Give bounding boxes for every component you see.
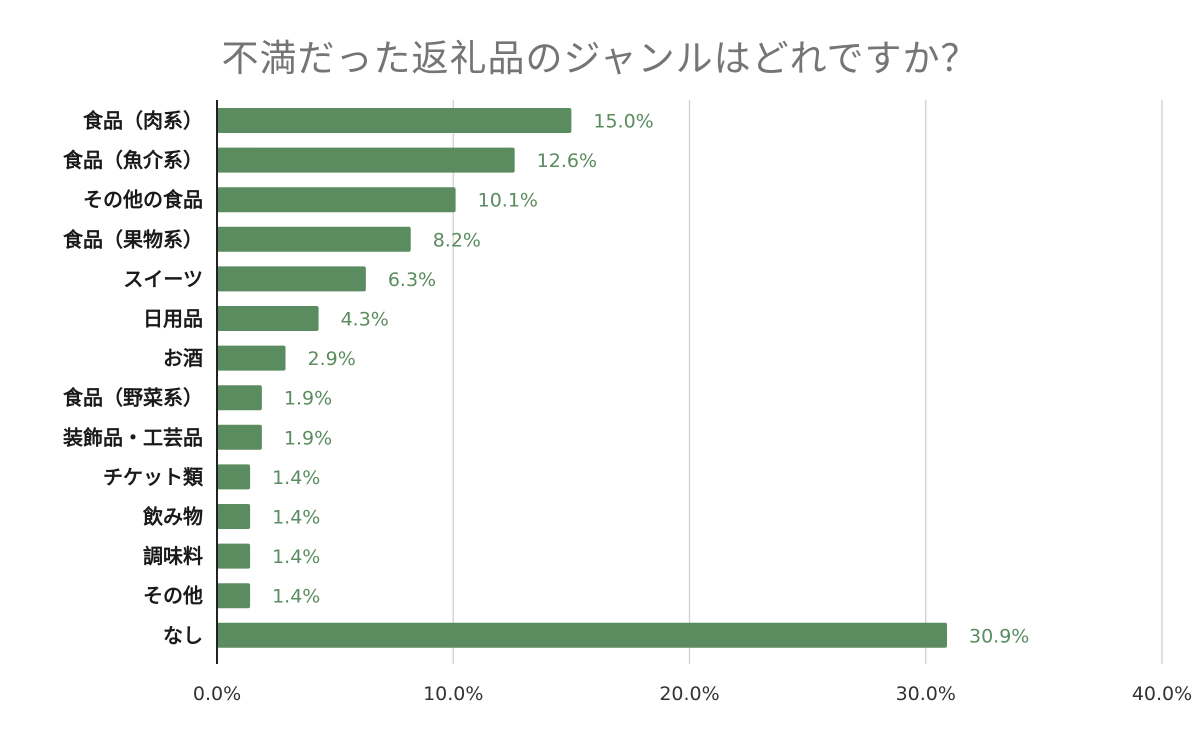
chart-title: 不満だった返礼品のジャンルはどれですか？ [221,37,979,80]
bar [217,583,251,609]
value-label: 1.4% [272,586,320,608]
bar [217,385,262,411]
bar [217,266,366,292]
category-label: スイーツ [123,267,203,291]
gridlines [452,100,1163,664]
bar [217,345,286,371]
value-label: 1.4% [272,546,320,568]
bar [217,226,411,252]
category-label: その他の食品 [83,188,203,212]
bar [217,464,251,490]
value-label: 15.0% [593,111,653,133]
bars [217,108,948,648]
value-label: 8.2% [433,229,481,251]
value-label: 1.9% [284,388,332,410]
value-label: 10.1% [478,190,538,212]
category-label: 食品（魚介系） [63,148,203,172]
x-tick-label: 10.0% [423,683,483,705]
category-label: お酒 [163,346,203,370]
value-label: 30.9% [969,625,1029,647]
category-label: 日用品 [143,307,203,331]
bar [217,187,456,213]
value-label: 2.9% [308,348,356,370]
value-label: 1.9% [284,427,332,449]
category-label: 装飾品・工芸品 [62,425,203,449]
x-tick-labels: 0.0% 10.0% 20.0% 30.0% 40.0% [193,683,1192,705]
x-tick-label: 40.0% [1132,683,1192,705]
value-label: 6.3% [388,269,436,291]
bar [217,622,948,648]
category-label: 飲み物 [142,505,203,529]
value-labels: 15.0% 12.6% 10.1% 8.2% 6.3% 4.3% 2.9% 1.9% 1.9% 1… [272,111,1029,648]
category-label: その他 [143,584,203,608]
category-label: チケット類 [103,465,204,489]
x-tick-label: 0.0% [193,683,241,705]
bar [217,108,572,133]
x-tick-label: 20.0% [659,683,719,705]
value-label: 12.6% [537,150,597,172]
value-label: 1.4% [272,467,320,489]
category-label: 食品（野菜系） [63,386,203,410]
bar [217,306,319,331]
category-label: なし [163,623,203,647]
bar [217,543,251,569]
value-label: 1.4% [272,507,320,529]
value-label: 4.3% [341,309,389,331]
bar [217,147,515,173]
bar [217,424,262,450]
category-label: 調味料 [143,544,203,568]
x-tick-label: 30.0% [896,683,956,705]
category-label: 食品（肉系） [83,109,203,133]
bar [217,504,251,529]
category-label: 食品（果物系） [63,227,203,251]
